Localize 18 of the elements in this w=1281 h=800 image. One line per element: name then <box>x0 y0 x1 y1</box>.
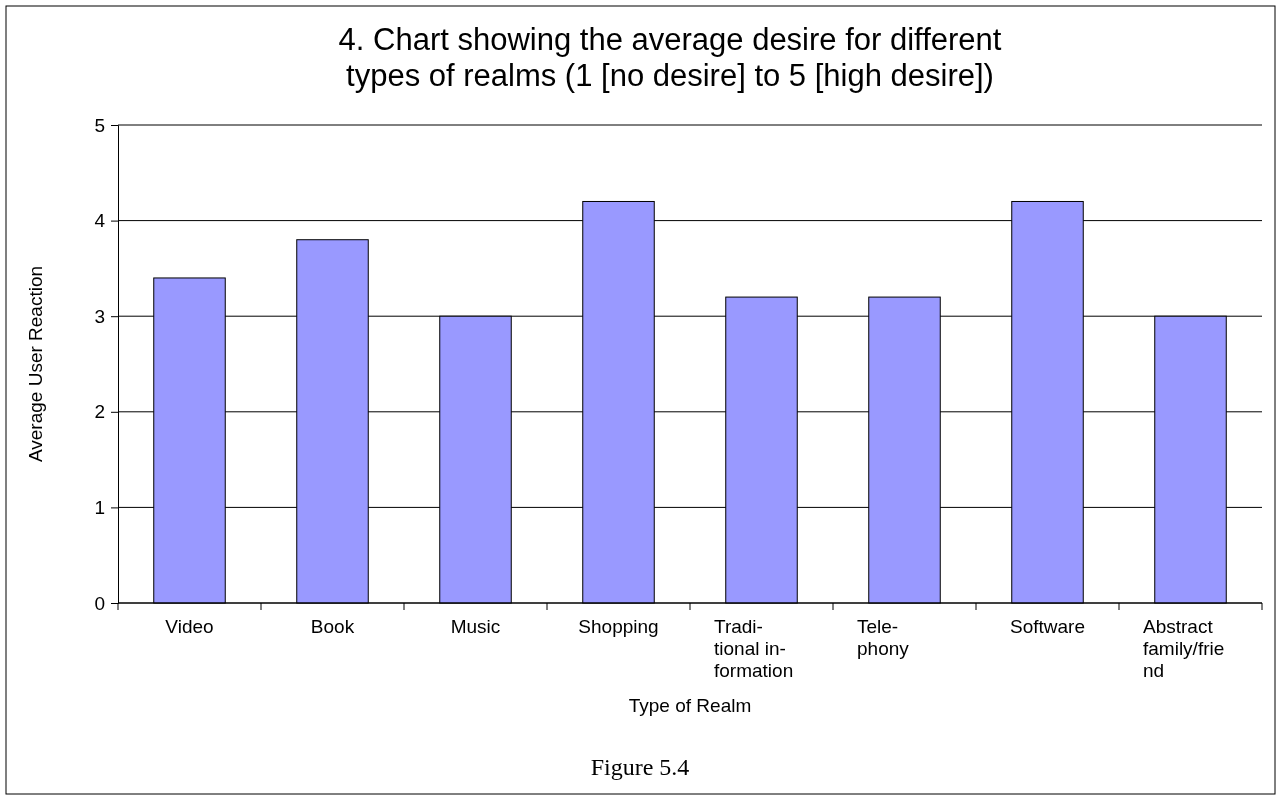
x-tick-label: Tradi- tional in- formation <box>714 616 794 681</box>
x-tick-label: Shopping <box>578 616 659 637</box>
y-tick-label: 0 <box>94 592 105 614</box>
x-tick-label: Tele- phony <box>857 616 910 659</box>
x-axis-title: Type of Realm <box>628 695 752 716</box>
x-tick-label: Music <box>450 616 501 637</box>
y-tick-label: 1 <box>94 496 105 518</box>
y-tick-label: 5 <box>94 114 105 136</box>
x-tick-label: Video <box>165 616 214 637</box>
x-tick-label: Book <box>310 616 355 637</box>
y-axis-title: Average User Reaction <box>25 265 46 463</box>
x-tick-label: Abstract family/frie nd <box>1143 616 1225 681</box>
y-tick-label: 4 <box>94 210 106 232</box>
caption: Figure 5.4 <box>590 754 690 780</box>
chart-title: 4. Chart showing the average desire for different types of realms (1 [no desire] to 5 [high desire]) <box>338 22 1002 93</box>
y-tick-label: 2 <box>94 401 105 423</box>
y-tick-label: 3 <box>94 305 105 327</box>
x-tick-label: Software <box>1010 616 1085 637</box>
